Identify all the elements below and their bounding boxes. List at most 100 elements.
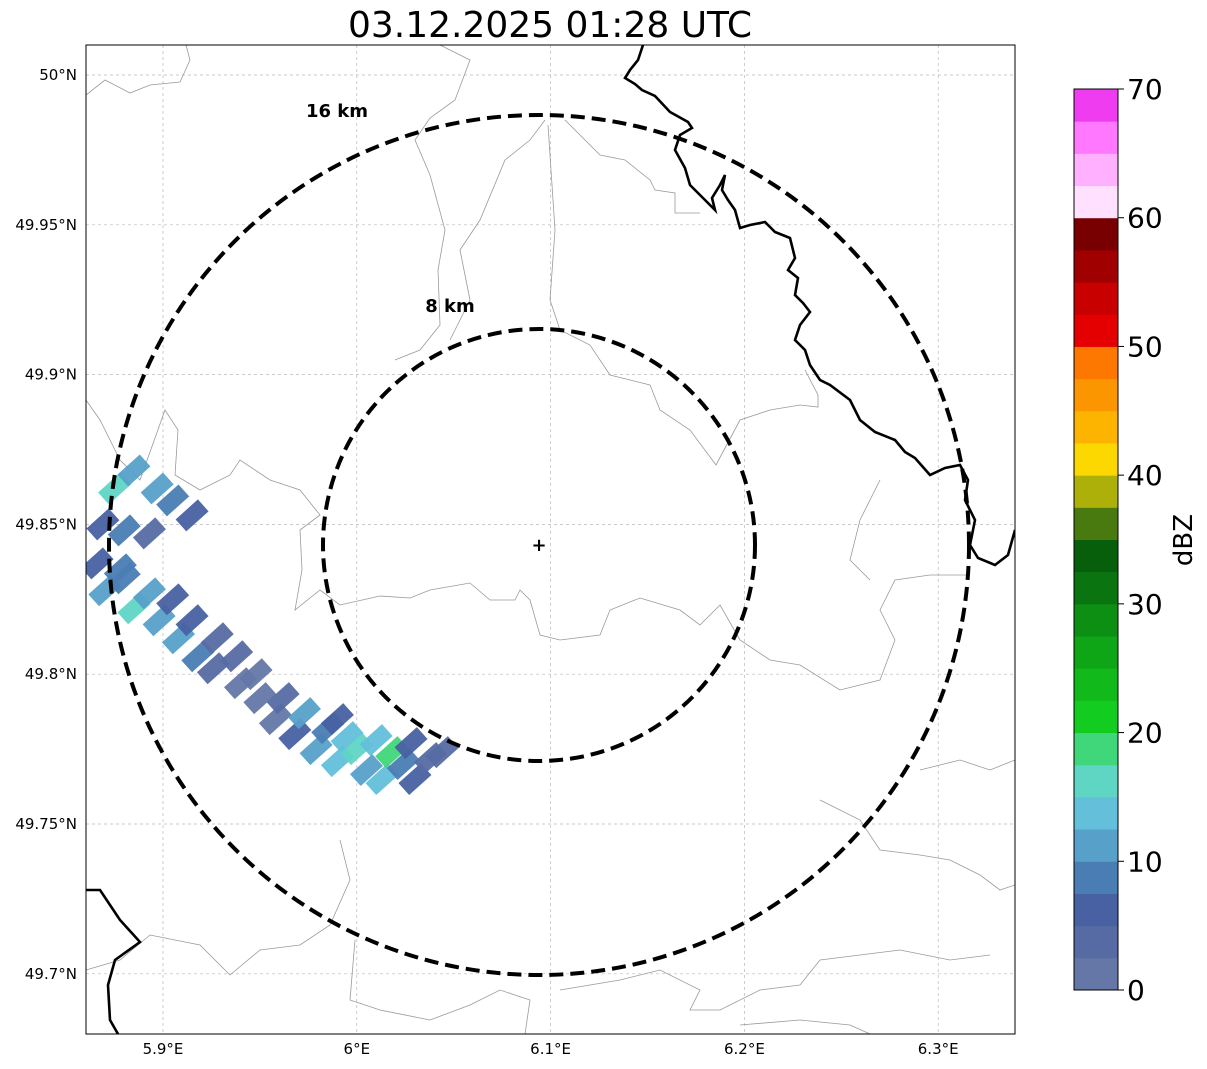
range-ring-label-16km: 16 km <box>306 101 368 122</box>
lat-tick-label: 49.9°N <box>25 366 77 384</box>
colorbar-label: dBZ <box>1169 514 1199 566</box>
colorbar-segment <box>1074 89 1118 122</box>
reflectivity-cell <box>287 697 321 730</box>
range-ring-16km <box>107 113 971 977</box>
map-gridlines <box>86 45 1015 1034</box>
reflectivity-cell <box>132 577 166 610</box>
reflectivity-cell <box>117 454 151 487</box>
colorbar-segment <box>1074 764 1118 798</box>
reflectivity-cell <box>175 604 209 637</box>
colorbar-segment <box>1074 829 1118 862</box>
border-line-south-2 <box>349 939 531 1034</box>
range-ring-label-8km: 8 km <box>425 296 475 317</box>
reflectivity-cell <box>220 640 254 673</box>
reflectivity-cell <box>103 553 137 586</box>
lat-tick-label: 49.75°N <box>15 815 77 833</box>
colorbar-segment <box>1074 925 1118 959</box>
reflectivity-cell <box>349 754 383 787</box>
colorbar-segment <box>1074 796 1118 830</box>
country-border-southwest <box>86 888 142 1034</box>
border-line-north <box>86 45 191 96</box>
colorbar-segment <box>1074 217 1118 251</box>
colorbar-segment <box>1074 603 1118 637</box>
reflectivity-cell <box>132 517 166 550</box>
colorbar-tick-label: 70 <box>1127 73 1163 106</box>
colorbar-segment <box>1074 861 1118 894</box>
lon-tick-label: 6.1°E <box>530 1040 571 1058</box>
reflectivity-cell <box>156 583 190 616</box>
country-border-northeast <box>623 45 1015 567</box>
reflectivity-cell <box>243 682 277 715</box>
lon-tick-label: 6.2°E <box>724 1040 765 1058</box>
reflectivity-cell <box>86 547 114 580</box>
latitude-labels: 50°N 49.95°N 49.9°N 49.85°N 49.8°N 49.75°N 49.… <box>15 66 77 983</box>
border-line-center-1 <box>449 119 546 341</box>
colorbar-tick-label: 60 <box>1127 202 1163 235</box>
border-line-east-2 <box>739 1019 871 1034</box>
reflectivity-cell <box>107 562 141 595</box>
lon-tick-label: 6.3°E <box>918 1040 959 1058</box>
colorbar-tick-label: 10 <box>1127 845 1163 878</box>
reflectivity-cell <box>359 724 393 757</box>
radar-site-marker: + <box>531 535 546 556</box>
colorbar-segment <box>1074 507 1118 540</box>
colorbar-segment <box>1074 185 1118 219</box>
colorbar-segment <box>1074 732 1118 766</box>
reflectivity-cell <box>394 727 428 760</box>
border-line-east-3 <box>919 759 1015 771</box>
colorbar-segment <box>1074 378 1118 412</box>
colorbar-segment <box>1074 442 1118 476</box>
colorbar-segment <box>1074 571 1118 605</box>
border-line-south-3 <box>559 949 991 1011</box>
reflectivity-cell <box>156 484 190 517</box>
colorbar-tick-label: 0 <box>1127 974 1145 1007</box>
reflectivity-cell <box>330 721 364 754</box>
colorbar-segment <box>1074 668 1118 701</box>
border-line-west <box>86 399 970 691</box>
reflectivity-cell <box>175 499 209 532</box>
country-border <box>86 45 1015 1034</box>
colorbar-segment <box>1074 249 1118 283</box>
colorbar-tick-label: 30 <box>1127 588 1163 621</box>
colorbar-segment <box>1074 314 1118 347</box>
reflectivity-cell <box>258 703 292 736</box>
colorbar-segment <box>1074 475 1118 508</box>
lat-tick-label: 49.7°N <box>25 965 77 983</box>
reflectivity-cell <box>107 514 141 547</box>
colorbar-segment <box>1074 153 1118 187</box>
lon-tick-label: 6°E <box>344 1040 371 1058</box>
colorbar-segments <box>1074 89 1118 991</box>
colorbar-segment <box>1074 121 1118 154</box>
lat-tick-label: 49.95°N <box>15 216 77 234</box>
colorbar-segment <box>1074 346 1118 380</box>
reflectivity-cell <box>140 472 174 505</box>
reflectivity-cell <box>278 718 312 751</box>
colorbar-segment <box>1074 282 1118 315</box>
border-line-south-1 <box>86 839 351 976</box>
reflectivity-cell <box>239 658 273 691</box>
range-rings <box>107 113 971 977</box>
colorbar-frame <box>1073 88 1119 991</box>
reflectivity-layer <box>86 454 459 796</box>
colorbar-segment <box>1074 700 1118 734</box>
longitude-labels: 5.9°E 6°E 6.1°E 6.2°E 6.3°E <box>143 1040 959 1058</box>
border-line-center-3 <box>564 119 700 214</box>
reflectivity-cell <box>266 682 300 715</box>
colorbar-segment <box>1074 636 1118 669</box>
map-frame <box>85 44 1016 1035</box>
colorbar: 0 10 20 30 40 50 60 70 dBZ <box>1073 73 1199 1007</box>
colorbar-segment <box>1074 410 1118 444</box>
border-line-north-2 <box>394 45 471 361</box>
border-line-center-2 <box>547 124 819 466</box>
lat-tick-label: 50°N <box>39 66 77 84</box>
colorbar-segment <box>1074 539 1118 573</box>
range-ring-8km <box>321 327 757 763</box>
colorbar-ticks: 0 10 20 30 40 50 60 70 <box>1118 73 1163 1007</box>
colorbar-segment <box>1074 893 1118 927</box>
lat-tick-label: 49.8°N <box>25 665 77 683</box>
lat-tick-label: 49.85°N <box>15 515 77 533</box>
reflectivity-cell <box>86 508 120 541</box>
colorbar-tick-label: 40 <box>1127 459 1163 492</box>
map-area: 16 km 8 km + <box>85 44 1016 1035</box>
